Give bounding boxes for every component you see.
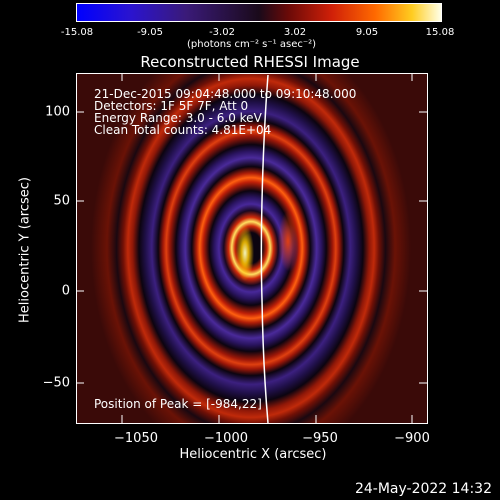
colorbar-tick: 15.08: [425, 27, 455, 38]
time-range-text: 21-Dec-2015 09:04:48.000 to 09:10:48.000: [94, 87, 357, 101]
energy-range-text: Energy Range: 3.0 - 6.0 keV: [94, 111, 262, 125]
detectors-text: Detectors: 1F 5F 7F, Att 0: [94, 99, 249, 113]
x-tick: −1000: [204, 431, 248, 446]
peak-position-text: Position of Peak = [-984,22]: [94, 397, 262, 411]
x-tick: −900: [394, 431, 430, 446]
x-tick: −950: [302, 431, 338, 446]
y-tick: 50: [53, 193, 70, 209]
colorbar-units: (photons cm⁻² s⁻¹ asec⁻²): [187, 39, 317, 50]
plot-title: Reconstructed RHESSI Image: [140, 53, 360, 71]
colorbar-tick: -15.08: [60, 27, 94, 38]
colorbar-tick: -3.02: [209, 27, 235, 38]
rhessi-image: [76, 73, 427, 423]
colorbar-tick: -9.05: [137, 27, 163, 38]
y-axis-label: Heliocentric Y (arcsec): [17, 177, 33, 323]
clean-counts-text: Clean Total counts: 4.81E+04: [94, 123, 272, 137]
x-tick: −1050: [114, 431, 158, 446]
colorbar: [76, 3, 442, 22]
y-tick: 0: [61, 283, 70, 299]
observation-info: 21-Dec-2015 09:04:48.000 to 09:10:48.000…: [94, 88, 356, 136]
y-tick: −50: [42, 375, 70, 391]
colorbar-tick: 9.05: [355, 27, 379, 38]
colorbar-tick: 3.02: [283, 27, 307, 38]
y-tick-labels: 100 50 0 −50: [0, 0, 70, 500]
y-tick: 100: [45, 104, 70, 120]
x-axis-label: Heliocentric X (arcsec): [179, 447, 327, 462]
footer-timestamp: 24-May-2022 14:32: [354, 481, 492, 497]
